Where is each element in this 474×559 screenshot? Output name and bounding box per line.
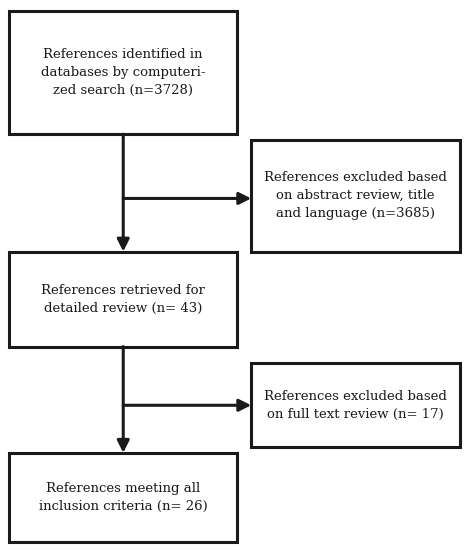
Text: References excluded based
on full text review (n= 17): References excluded based on full text r…: [264, 390, 447, 421]
Text: References meeting all
inclusion criteria (n= 26): References meeting all inclusion criteri…: [39, 482, 208, 513]
Text: References retrieved for
detailed review (n= 43): References retrieved for detailed review…: [41, 283, 205, 315]
FancyBboxPatch shape: [9, 11, 237, 134]
FancyBboxPatch shape: [251, 140, 460, 252]
Text: References excluded based
on abstract review, title
and language (n=3685): References excluded based on abstract re…: [264, 171, 447, 220]
Text: References identified in
databases by computeri-
zed search (n=3728): References identified in databases by co…: [41, 48, 206, 97]
FancyBboxPatch shape: [9, 252, 237, 347]
FancyBboxPatch shape: [251, 363, 460, 447]
FancyBboxPatch shape: [9, 453, 237, 542]
